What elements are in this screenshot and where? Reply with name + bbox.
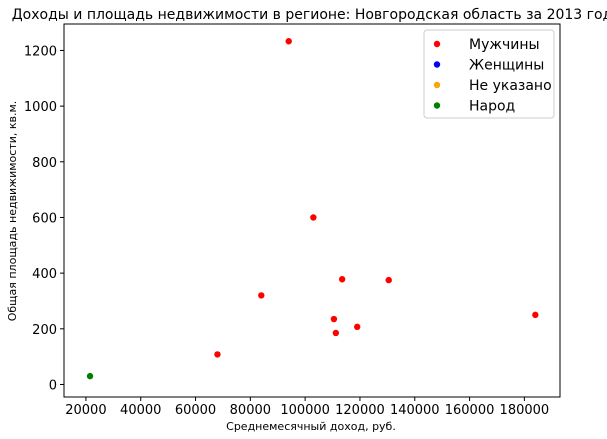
data-point [285, 38, 292, 45]
legend-marker [433, 40, 441, 48]
chart-title: Доходы и площадь недвижимости в регионе:… [12, 7, 607, 23]
y-tick-label: 400 [32, 267, 57, 282]
x-tick-label: 100000 [280, 403, 330, 418]
y-axis-title: Общая площадь недвижимости, кв.м. [6, 101, 19, 322]
legend-label: Не указано [469, 78, 552, 94]
x-tick-label: 20000 [65, 403, 106, 418]
x-tick-label: 40000 [120, 403, 161, 418]
x-tick-label: 140000 [390, 403, 440, 418]
data-point [332, 329, 340, 337]
data-point [532, 311, 539, 319]
legend-marker [433, 81, 441, 89]
legend-marker [433, 61, 441, 68]
x-axis-title: Среднемесячный доход, руб. [226, 420, 396, 433]
x-tick-label: 120000 [335, 403, 385, 418]
data-point [338, 276, 346, 283]
data-point [354, 323, 361, 331]
data-point [214, 351, 221, 358]
x-axis: 20000 40000 60000 80000 100000 120000 140000 16… [65, 397, 549, 418]
data-point [258, 292, 265, 299]
y-tick-label: 0 [49, 378, 57, 393]
y-tick-label: 1200 [24, 44, 57, 59]
data-point [310, 214, 317, 221]
legend-marker [433, 102, 441, 109]
data-point [330, 315, 338, 323]
x-tick-label: 160000 [445, 403, 495, 418]
x-tick-label: 80000 [230, 403, 271, 418]
data-points [86, 38, 539, 380]
legend-label: Народ [469, 99, 515, 115]
data-point [86, 372, 94, 380]
x-tick-label: 60000 [175, 403, 216, 418]
legend: Мужчины Женщины Не указано Народ [423, 29, 555, 119]
y-tick-label: 1000 [24, 100, 57, 115]
legend-label: Женщины [469, 58, 544, 74]
y-tick-label: 600 [32, 211, 57, 226]
data-point [385, 276, 392, 284]
y-tick-label: 800 [32, 156, 57, 171]
x-tick-label: 180000 [500, 403, 550, 418]
legend-frame [423, 29, 555, 119]
legend-label: Мужчины [469, 37, 540, 53]
y-tick-label: 200 [32, 323, 57, 338]
y-axis: 0 200 400 600 800 1000 1200 [24, 44, 64, 393]
